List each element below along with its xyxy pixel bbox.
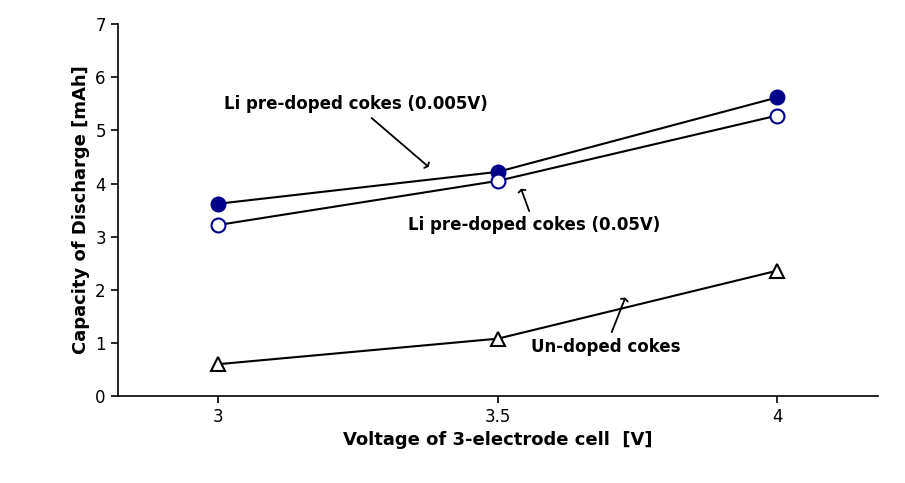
Text: Un-doped cokes: Un-doped cokes <box>531 298 681 355</box>
Text: Li pre-doped cokes (0.05V): Li pre-doped cokes (0.05V) <box>408 190 661 234</box>
Y-axis label: Capacity of Discharge [mAh]: Capacity of Discharge [mAh] <box>71 66 90 355</box>
X-axis label: Voltage of 3-electrode cell  [V]: Voltage of 3-electrode cell [V] <box>343 431 653 449</box>
Text: Li pre-doped cokes (0.005V): Li pre-doped cokes (0.005V) <box>224 96 488 168</box>
